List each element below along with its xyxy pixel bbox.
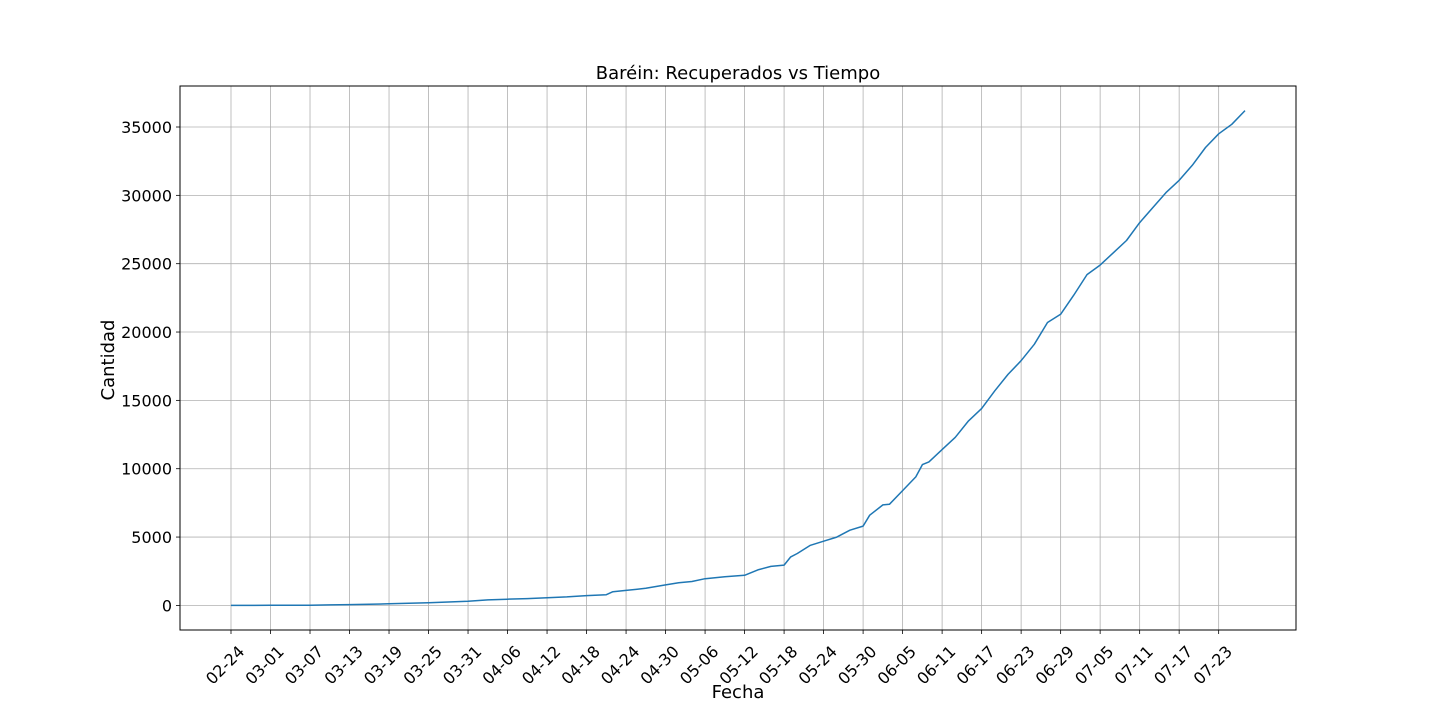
x-tick-label: 07-05 (1071, 642, 1117, 688)
x-tick-label: 04-24 (597, 642, 643, 688)
x-tick-label: 07-17 (1150, 642, 1196, 688)
y-axis-label: Cantidad (98, 320, 119, 401)
y-tick-label: 30000 (121, 186, 172, 205)
x-tick-label: 06-23 (992, 642, 1038, 688)
x-tick-label: 04-12 (518, 642, 564, 688)
series-layer (230, 110, 1246, 607)
y-tick-label: 20000 (121, 323, 172, 342)
y-tick-label: 35000 (121, 118, 172, 137)
x-tick-label: 05-30 (834, 642, 880, 688)
x-tick-label: 03-01 (242, 642, 288, 688)
y-tick-label: 5000 (131, 528, 172, 547)
x-tick-label: 04-30 (637, 642, 683, 688)
x-tick-label: 04-06 (479, 642, 525, 688)
y-tick-labels: 0 5000 10000 15000 20000 25000 30000 35000 (121, 118, 180, 615)
x-tick-label: 03-25 (400, 642, 446, 688)
x-tick-label: 07-11 (1111, 642, 1157, 688)
x-tick-label: 04-18 (558, 642, 604, 688)
y-tick-label: 0 (162, 596, 172, 615)
x-tick-label: 07-23 (1190, 642, 1236, 688)
y-tick-label: 10000 (121, 460, 172, 479)
x-tick-label: 06-29 (1032, 642, 1078, 688)
x-tick-labels: 02-2403-0103-0703-1303-1903-2503-3104-06… (202, 630, 1236, 688)
y-tick-label: 15000 (121, 391, 172, 410)
x-tick-label: 02-24 (202, 642, 248, 688)
recovered-series-line (230, 110, 1246, 607)
grid (180, 86, 1296, 630)
y-tick-label: 25000 (121, 255, 172, 274)
x-tick-label: 03-13 (321, 642, 367, 688)
x-tick-label: 03-31 (439, 642, 485, 688)
plot-frame (179, 85, 1297, 631)
x-tick-label: 03-19 (360, 642, 406, 688)
x-tick-label: 06-05 (874, 642, 920, 688)
x-tick-label: 05-24 (795, 642, 841, 688)
x-tick-label: 06-11 (913, 642, 959, 688)
x-tick-label: 06-17 (953, 642, 999, 688)
chart-title: Baréin: Recuperados vs Tiempo (596, 63, 880, 84)
x-tick-label: 03-07 (281, 642, 327, 688)
x-axis-label: Fecha (712, 682, 765, 703)
